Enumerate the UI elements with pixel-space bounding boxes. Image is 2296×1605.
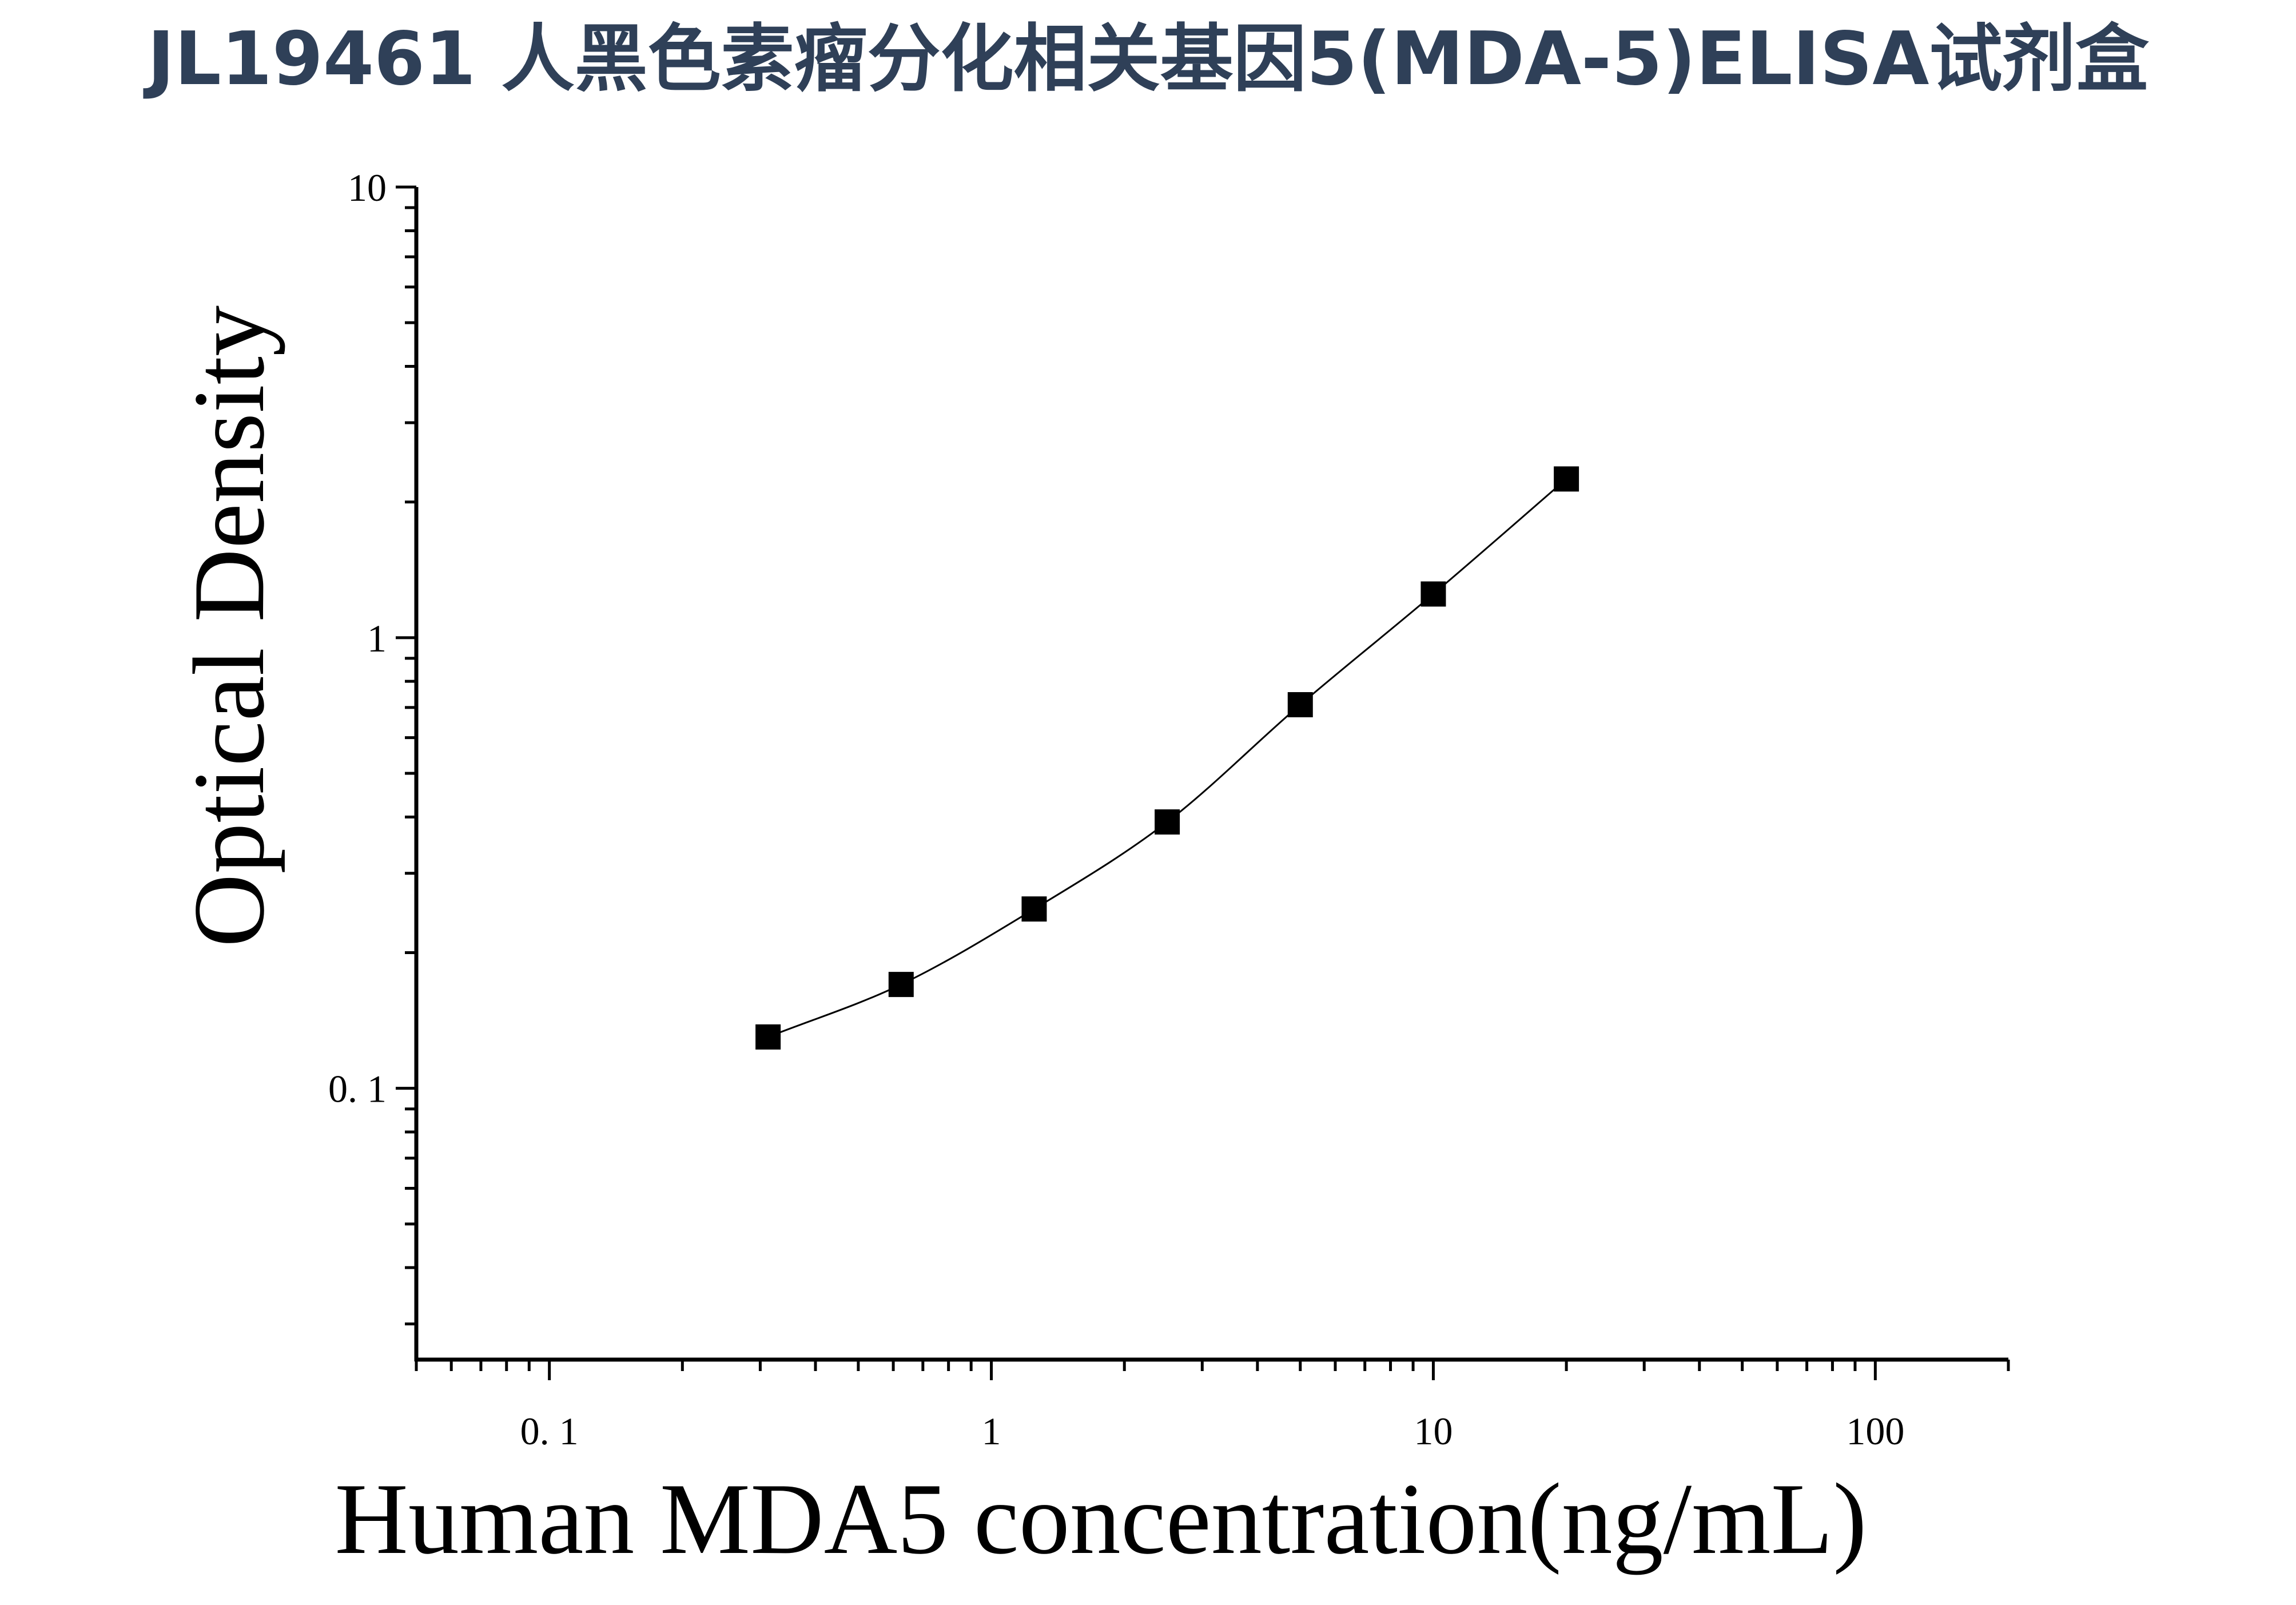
data-point-marker xyxy=(755,1024,781,1050)
x-tick-label: 0. 1 xyxy=(520,1409,579,1453)
data-point-marker xyxy=(1287,692,1313,718)
y-tick-label: 1 xyxy=(367,617,387,660)
data-points xyxy=(755,466,1579,1050)
axis-labels: Human MDA5 concentration(ng/mL) Optical … xyxy=(172,305,1867,1575)
data-point-marker xyxy=(888,972,914,998)
x-tick-label: 1 xyxy=(982,1409,1001,1453)
y-tick-label: 0. 1 xyxy=(328,1067,387,1111)
data-point-marker xyxy=(1155,809,1180,835)
fit-curve-group xyxy=(767,478,1567,1038)
y-axis-label: Optical Density xyxy=(172,305,285,947)
data-point-marker xyxy=(1021,896,1047,922)
x-tick-label: 10 xyxy=(1414,1409,1453,1453)
y-tick-label: 10 xyxy=(348,166,387,209)
data-point-marker xyxy=(1420,581,1446,607)
ticks: 0. 1 1 10 100 0. 1 1 10 xyxy=(328,166,2010,1453)
page-title: JL19461 人黑色素瘤分化相关基因5(MDA-5)ELISA试剂盒 xyxy=(147,17,2149,102)
fit-curve xyxy=(767,478,1567,1038)
data-point-marker xyxy=(1554,466,1579,492)
x-axis-label: Human MDA5 concentration(ng/mL) xyxy=(335,1462,1867,1575)
x-tick-label: 100 xyxy=(1846,1409,1904,1453)
axes xyxy=(414,187,2008,1362)
